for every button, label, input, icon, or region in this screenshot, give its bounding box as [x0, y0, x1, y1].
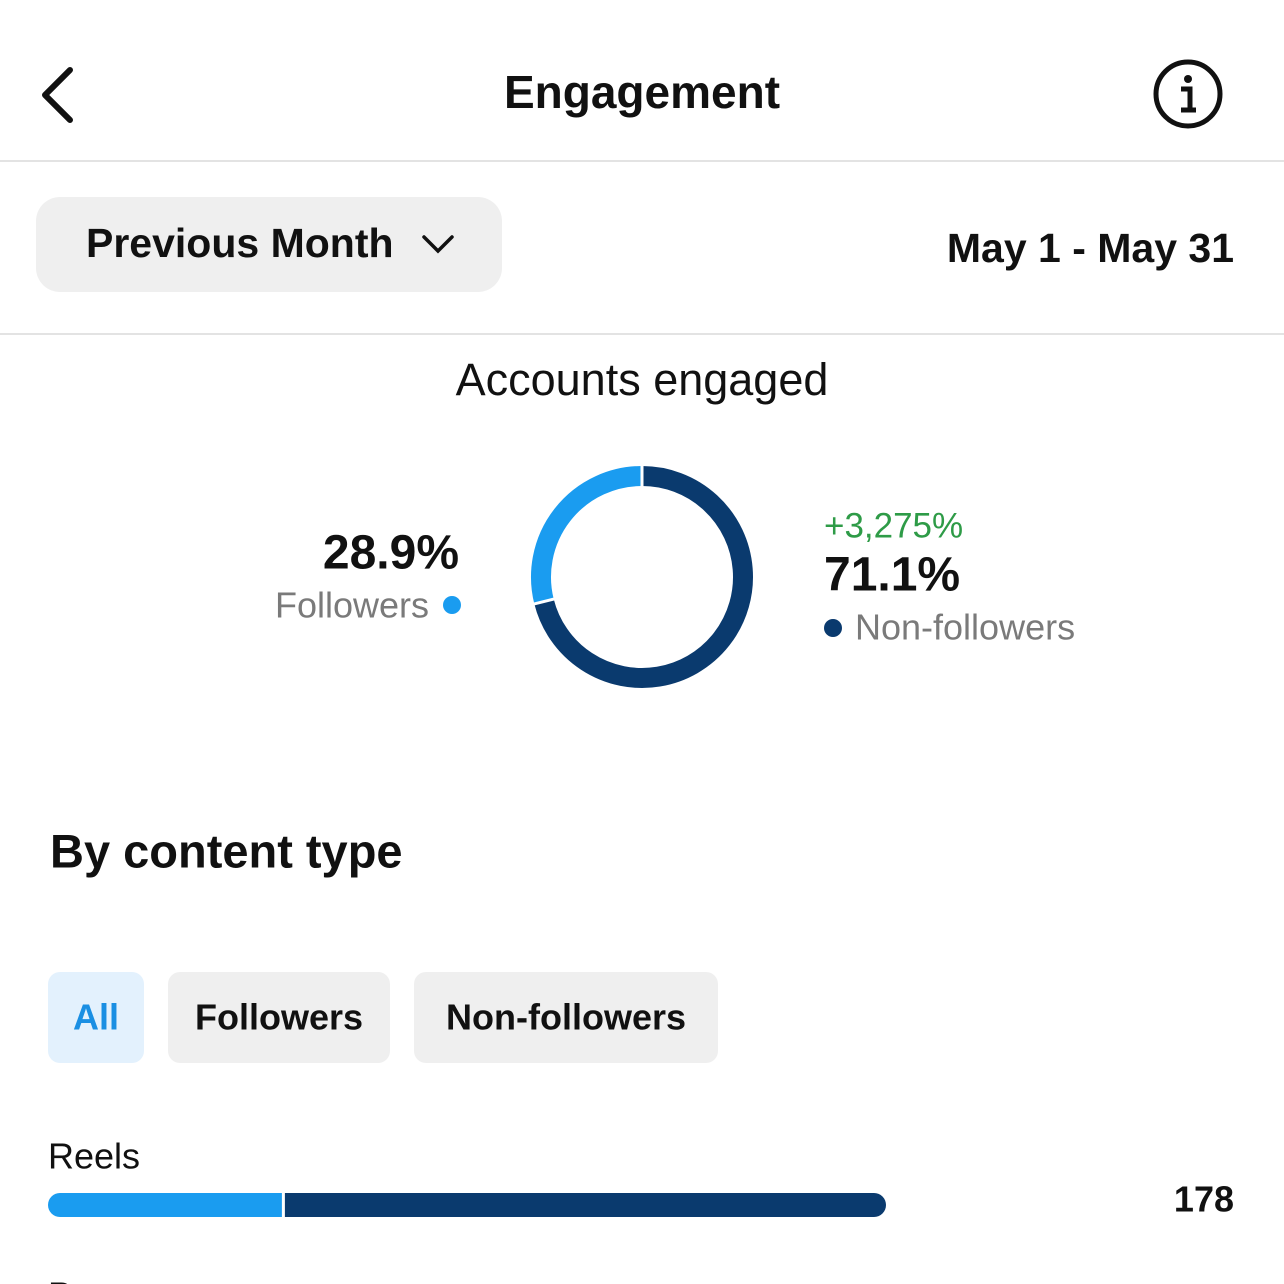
period-dropdown[interactable]: Previous Month	[36, 197, 502, 292]
info-dot	[1184, 75, 1192, 83]
row-total: 178	[1174, 1179, 1234, 1220]
section-title: Accounts engaged	[456, 354, 829, 405]
followers-percent: 28.9%	[323, 527, 459, 580]
non-followers-legend: Non-followers	[855, 607, 1075, 648]
stacked-bar	[48, 1193, 886, 1217]
row-label: Posts	[48, 1275, 138, 1284]
donut-segment	[531, 466, 643, 604]
donut-segment	[534, 466, 753, 688]
legend-dot	[824, 619, 842, 637]
tab-bg	[414, 972, 718, 1063]
tab-label: Non-followers	[446, 997, 686, 1038]
tab[interactable]: All	[48, 972, 144, 1063]
tab-label: Followers	[195, 997, 363, 1038]
dropdown-chevron	[422, 235, 454, 254]
donut-chart	[524, 456, 753, 688]
change-label: +3,275%	[824, 506, 963, 545]
tab-label: All	[73, 997, 119, 1038]
donut-separator	[524, 595, 564, 608]
info-button[interactable]	[1153, 59, 1223, 129]
tab[interactable]: Non-followers	[414, 972, 718, 1063]
info-stem	[1181, 86, 1196, 113]
info-circle	[1153, 59, 1223, 129]
row-label: Reels	[48, 1136, 140, 1177]
bar-segment	[48, 1193, 284, 1217]
page-title: Engagement	[504, 66, 780, 118]
dropdown-bg	[36, 197, 502, 292]
bar-separator	[281, 1193, 285, 1217]
date-range: May 1 - May 31	[947, 225, 1234, 271]
followers-legend: Followers	[275, 585, 429, 626]
tab[interactable]: Followers	[168, 972, 390, 1063]
legend-dot	[443, 596, 461, 614]
tab-bg	[168, 972, 390, 1063]
tab-bg	[48, 972, 144, 1063]
non-followers-percent: 71.1%	[824, 549, 960, 602]
section-heading: By content type	[50, 824, 403, 877]
bar-segment	[283, 1193, 886, 1217]
back-button[interactable]	[42, 67, 73, 123]
period-label: Previous Month	[86, 220, 394, 266]
